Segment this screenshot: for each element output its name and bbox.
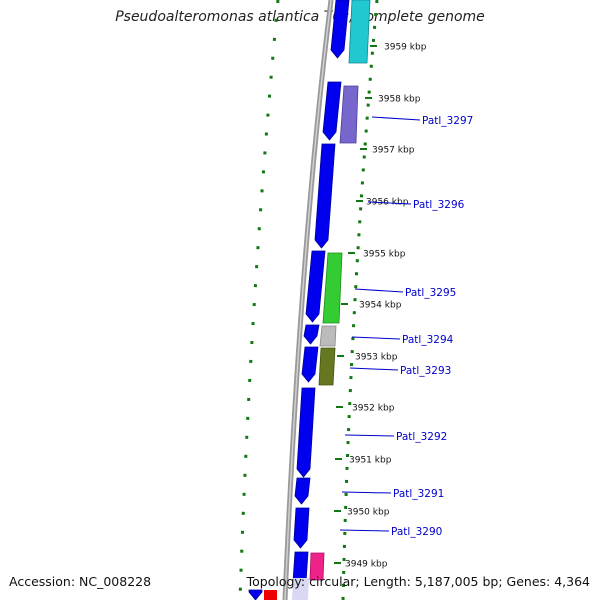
feature-green xyxy=(322,252,343,324)
gene-label[interactable]: Patl_3292 xyxy=(344,431,447,443)
scale-tick-label: 3952 kbp xyxy=(352,404,395,414)
cds-arrow[interactable] xyxy=(305,250,326,323)
accession-text: Accession: NC_008228 xyxy=(9,574,152,589)
cds-arrow[interactable] xyxy=(294,477,311,505)
scale-tick: 3957 kbp xyxy=(360,146,415,156)
gene-label[interactable]: Patl_3296 xyxy=(367,199,465,211)
gc-skew-track xyxy=(341,0,379,600)
scale-tick: 3953 kbp xyxy=(337,353,398,363)
gene-label-text[interactable]: Patl_3292 xyxy=(396,431,447,443)
feature-gray xyxy=(319,325,337,347)
scale-tick-label: 3950 kbp xyxy=(347,508,390,518)
scale-tick: 3951 kbp xyxy=(335,456,392,466)
scale-tick: 3949 kbp xyxy=(334,560,388,570)
gene-label[interactable]: Patl_3290 xyxy=(339,526,442,538)
gene-label[interactable]: Patl_3295 xyxy=(354,287,456,299)
genome-title: Pseudoalteromonas atlantica T6c, complet… xyxy=(115,9,485,25)
scale-tick: 3950 kbp xyxy=(334,508,390,518)
cds-forward-track xyxy=(248,0,350,600)
gene-label[interactable]: Patl_3291 xyxy=(341,488,444,500)
gene-label[interactable]: Patl_3293 xyxy=(349,365,451,377)
scale-tick: 3958 kbp xyxy=(365,95,421,105)
gene-label-text[interactable]: Patl_3295 xyxy=(405,287,456,299)
gene-label-text[interactable]: Patl_3296 xyxy=(413,199,465,211)
gene-label[interactable]: Patl_3297 xyxy=(371,115,473,127)
scale-tick-label: 3959 kbp xyxy=(384,43,427,53)
feature-purple xyxy=(339,85,359,144)
gene-label-text[interactable]: Patl_3297 xyxy=(422,115,473,127)
scale-tick: 3952 kbp xyxy=(336,404,395,414)
cds-arrow[interactable] xyxy=(322,81,342,141)
scale-tick: 3955 kbp xyxy=(348,250,406,260)
gene-label-text[interactable]: Patl_3293 xyxy=(400,365,451,377)
feature-olive xyxy=(318,347,336,386)
scale-tick-label: 3957 kbp xyxy=(372,146,415,156)
scale-tick: 3959 kbp xyxy=(370,43,427,53)
scale-tick-label: 3951 kbp xyxy=(349,456,392,466)
cds-arrow[interactable] xyxy=(296,387,316,478)
gene-label[interactable]: Patl_3294 xyxy=(351,334,454,346)
scale-tick-label: 3958 kbp xyxy=(378,95,421,105)
feature-pink xyxy=(309,552,325,581)
gene-labels: Patl_3297 Patl_3296 Patl_3295 Patl_3294 Patl… xyxy=(339,115,473,538)
cds-arrow[interactable] xyxy=(303,324,320,345)
gene-label-text[interactable]: Patl_3290 xyxy=(391,526,442,538)
gene-label-text[interactable]: Patl_3291 xyxy=(393,488,444,500)
scale-tick-label: 3954 kbp xyxy=(359,301,402,311)
feature-red xyxy=(264,590,277,600)
scale-tick-label: 3955 kbp xyxy=(363,250,406,260)
scale-tick-label: 3953 kbp xyxy=(355,353,398,363)
gc-content-track xyxy=(238,0,280,600)
cds-arrow[interactable] xyxy=(314,143,336,249)
feature-lavender xyxy=(292,578,309,600)
genome-stats-text: Topology: circular; Length: 5,187,005 bp… xyxy=(246,574,590,589)
genome-backbone-highlight xyxy=(284,0,332,600)
cds-arrow[interactable] xyxy=(293,507,310,549)
scale-tick-label: 3949 kbp xyxy=(345,560,388,570)
cds-arrow[interactable] xyxy=(330,0,350,59)
gene-label-text[interactable]: Patl_3294 xyxy=(402,334,454,346)
cds-arrow[interactable] xyxy=(301,346,319,383)
cds-arrow[interactable] xyxy=(248,589,263,600)
scale-tick: 3954 kbp xyxy=(341,301,402,311)
feature-cyan xyxy=(348,0,371,64)
